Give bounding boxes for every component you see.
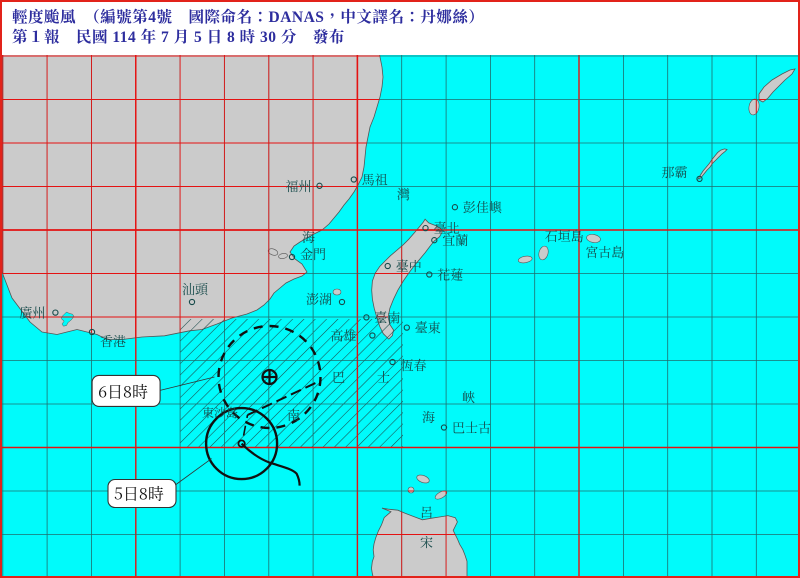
svg-text:宮古島: 宮古島 [585,242,624,261]
svg-text:士: 士 [377,367,390,386]
svg-text:呂: 呂 [420,502,433,521]
svg-text:灣: 灣 [397,184,410,203]
svg-text:臺中: 臺中 [396,256,422,275]
svg-text:恆春: 恆春 [401,355,427,374]
svg-text:海: 海 [422,407,435,426]
svg-text:石垣島: 石垣島 [545,226,584,245]
svg-text:高雄: 高雄 [330,326,356,345]
svg-text:福州: 福州 [286,176,312,195]
svg-text:臺南: 臺南 [374,307,400,326]
svg-text:南: 南 [287,405,300,424]
svg-text:海: 海 [302,227,315,246]
svg-text:宋: 宋 [420,532,433,551]
svg-text:巴: 巴 [332,367,345,386]
svg-text:臺東: 臺東 [415,318,441,337]
svg-text:澎湖: 澎湖 [306,289,332,308]
svg-text:5日8時: 5日8時 [114,482,164,505]
svg-text:馬祖: 馬祖 [362,170,388,189]
svg-text:廣州: 廣州 [19,303,45,322]
svg-text:宜蘭: 宜蘭 [442,230,468,249]
svg-text:峽: 峽 [462,387,476,406]
svg-text:那霸: 那霸 [662,162,688,181]
svg-text:金門: 金門 [300,244,326,263]
svg-text:6日8時: 6日8時 [98,379,148,402]
svg-text:香港: 香港 [100,331,126,350]
svg-text:東沙島: 東沙島 [202,404,238,421]
svg-text:巴士古: 巴士古 [452,418,491,437]
svg-text:花蓮: 花蓮 [437,265,463,284]
svg-text:汕頭: 汕頭 [182,279,209,298]
svg-text:彭佳嶼: 彭佳嶼 [463,197,502,216]
